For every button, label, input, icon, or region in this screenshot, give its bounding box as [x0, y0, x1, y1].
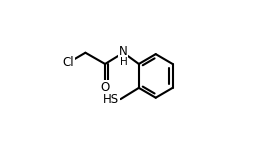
Text: O: O: [100, 81, 110, 94]
Text: H: H: [119, 57, 127, 67]
Text: N: N: [119, 45, 128, 58]
Text: Cl: Cl: [63, 56, 74, 69]
Text: HS: HS: [103, 93, 119, 106]
